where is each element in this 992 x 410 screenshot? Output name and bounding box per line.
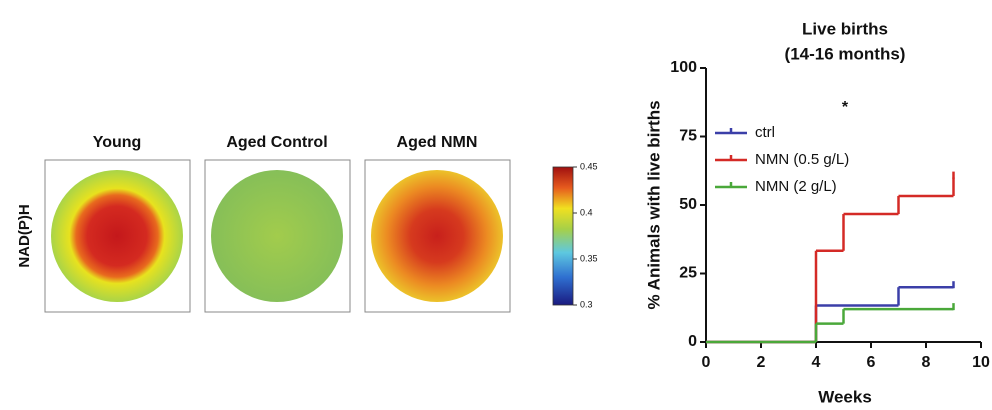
y-tick-label: 100 (670, 59, 697, 76)
heatmap-panel: NAD(P)H Young Aged Control Aged NMN 0.3 0.35… (16, 134, 598, 312)
y-label: % Animals with live births (644, 100, 663, 309)
x-tick-label: 8 (922, 354, 931, 371)
x-label: Weeks (818, 387, 872, 406)
colorbar-tick-label: 0.35 (580, 253, 598, 263)
colorbar-tick-label: 0.45 (580, 161, 598, 171)
y-tick-label: 25 (679, 265, 697, 282)
heatmap-image (211, 170, 343, 302)
x-tick-label: 2 (757, 354, 766, 371)
y-tick-label: 0 (688, 333, 697, 350)
colorbar (553, 167, 573, 305)
x-tick-label: 4 (812, 354, 821, 371)
step-chart: Live births (14-16 months) * Weeks % Ani… (644, 19, 990, 406)
annotation: * (842, 99, 849, 116)
x-tick-label: 0 (702, 354, 711, 371)
legend-label: NMN (2 g/L) (755, 178, 837, 195)
y-label: NAD(P)H (16, 204, 33, 267)
legend-label: NMN (0.5 g/L) (755, 151, 849, 168)
panel-title: Aged NMN (397, 134, 478, 151)
x-tick-label: 10 (972, 354, 990, 371)
legend-label: ctrl (755, 124, 775, 141)
y-tick-label: 50 (679, 196, 697, 213)
figure: NAD(P)H Young Aged Control Aged NMN 0.3 0.35… (0, 0, 992, 410)
panel-title: Aged Control (226, 134, 327, 151)
heatmap-image (51, 170, 183, 302)
x-tick-label: 6 (867, 354, 876, 371)
chart-subtitle: (14-16 months) (785, 44, 906, 63)
colorbar-tick-label: 0.4 (580, 207, 593, 217)
chart-title: Live births (802, 19, 888, 38)
colorbar-tick-label: 0.3 (580, 299, 593, 309)
panel-title: Young (93, 134, 142, 151)
y-tick-label: 75 (679, 128, 697, 145)
heatmap-image (371, 170, 503, 302)
